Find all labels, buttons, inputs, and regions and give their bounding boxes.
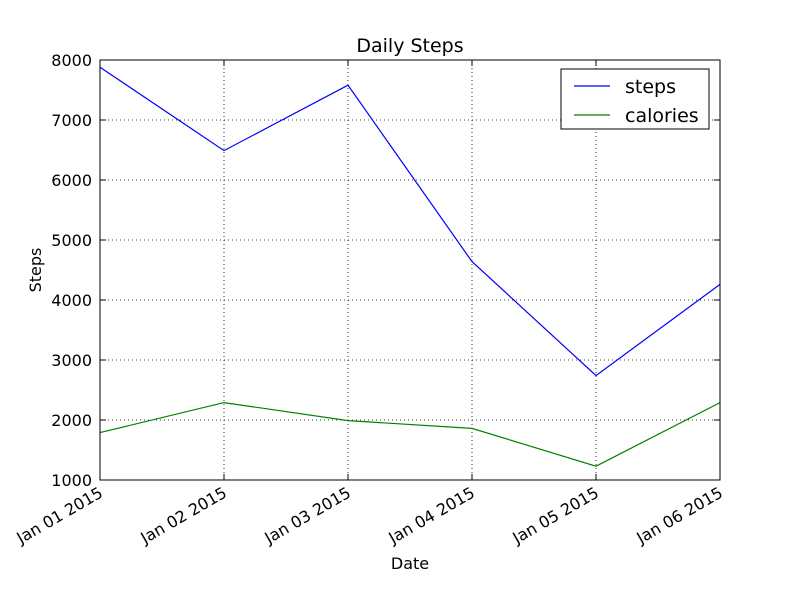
y-tick-label: 8000	[51, 51, 92, 70]
legend-label-calories: calories	[625, 105, 699, 127]
y-tick-label: 5000	[51, 231, 92, 250]
x-tick-label: Jan 06 2015	[633, 483, 726, 548]
x-tick-label: Jan 03 2015	[261, 483, 354, 548]
series-layer	[99, 66, 721, 467]
x-tick-label: Jan 01 2015	[13, 483, 106, 548]
plot-frame	[99, 59, 721, 481]
y-tick-label: 3000	[51, 351, 92, 370]
y-tick-label: 6000	[51, 171, 92, 190]
series-line-steps	[99, 66, 721, 377]
legend-box	[560, 68, 710, 130]
series-line-calories	[99, 401, 721, 467]
x-axis-label: Date	[391, 554, 429, 573]
chart-title: Daily Steps	[356, 35, 463, 57]
y-axis-label: Steps	[26, 248, 45, 293]
y-tick-label: 2000	[51, 411, 92, 430]
y-tick-label: 1000	[51, 471, 92, 490]
legend: steps calories	[560, 68, 710, 130]
x-tick-label: Jan 02 2015	[137, 483, 230, 548]
x-tick-label: Jan 04 2015	[385, 483, 478, 548]
y-tick-label: 7000	[51, 111, 92, 130]
x-tick-label: Jan 05 2015	[509, 483, 602, 548]
plot-background	[100, 60, 720, 480]
y-tick-label: 4000	[51, 291, 92, 310]
legend-label-steps: steps	[625, 76, 676, 98]
